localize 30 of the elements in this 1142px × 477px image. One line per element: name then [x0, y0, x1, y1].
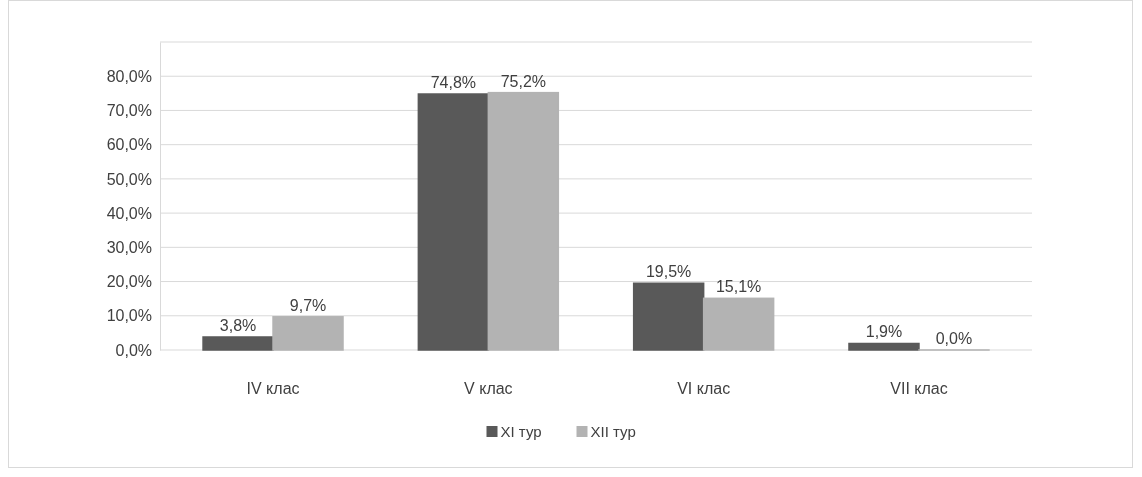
y-tick-label: 30,0%	[106, 238, 152, 256]
data-label: 19,5%	[645, 263, 692, 281]
bar	[702, 297, 775, 351]
y-tick-label: 50,0%	[106, 170, 152, 188]
data-label: 3,8%	[219, 317, 257, 334]
bar	[202, 336, 274, 351]
data-label: 75,2%	[500, 72, 547, 90]
y-tick-label: 40,0%	[106, 204, 152, 222]
legend-label: XI тур	[500, 423, 542, 440]
bar	[848, 342, 920, 351]
x-tick-label: VII клас	[890, 380, 948, 398]
data-label: 74,8%	[430, 74, 477, 92]
x-tick-label: V клас	[464, 380, 513, 398]
y-tick-label: 70,0%	[106, 102, 152, 120]
y-tick-label: 0,0%	[115, 341, 152, 359]
bar	[272, 316, 344, 351]
y-tick-label: 60,0%	[106, 136, 152, 154]
y-tick-label: 10,0%	[106, 307, 152, 325]
y-tick-label: 20,0%	[106, 273, 152, 291]
y-tick-label: 80,0%	[106, 67, 152, 85]
legend-label: XII тур	[590, 423, 636, 440]
data-label: 0,0%	[935, 330, 973, 347]
data-label: 15,1%	[715, 278, 762, 296]
bar	[417, 93, 490, 351]
x-tick-label: VI клас	[677, 380, 731, 398]
bar	[487, 91, 560, 351]
bar	[632, 282, 705, 351]
data-label: 1,9%	[865, 323, 903, 341]
x-tick-label: IV клас	[246, 380, 300, 398]
data-label: 9,7%	[289, 296, 327, 314]
